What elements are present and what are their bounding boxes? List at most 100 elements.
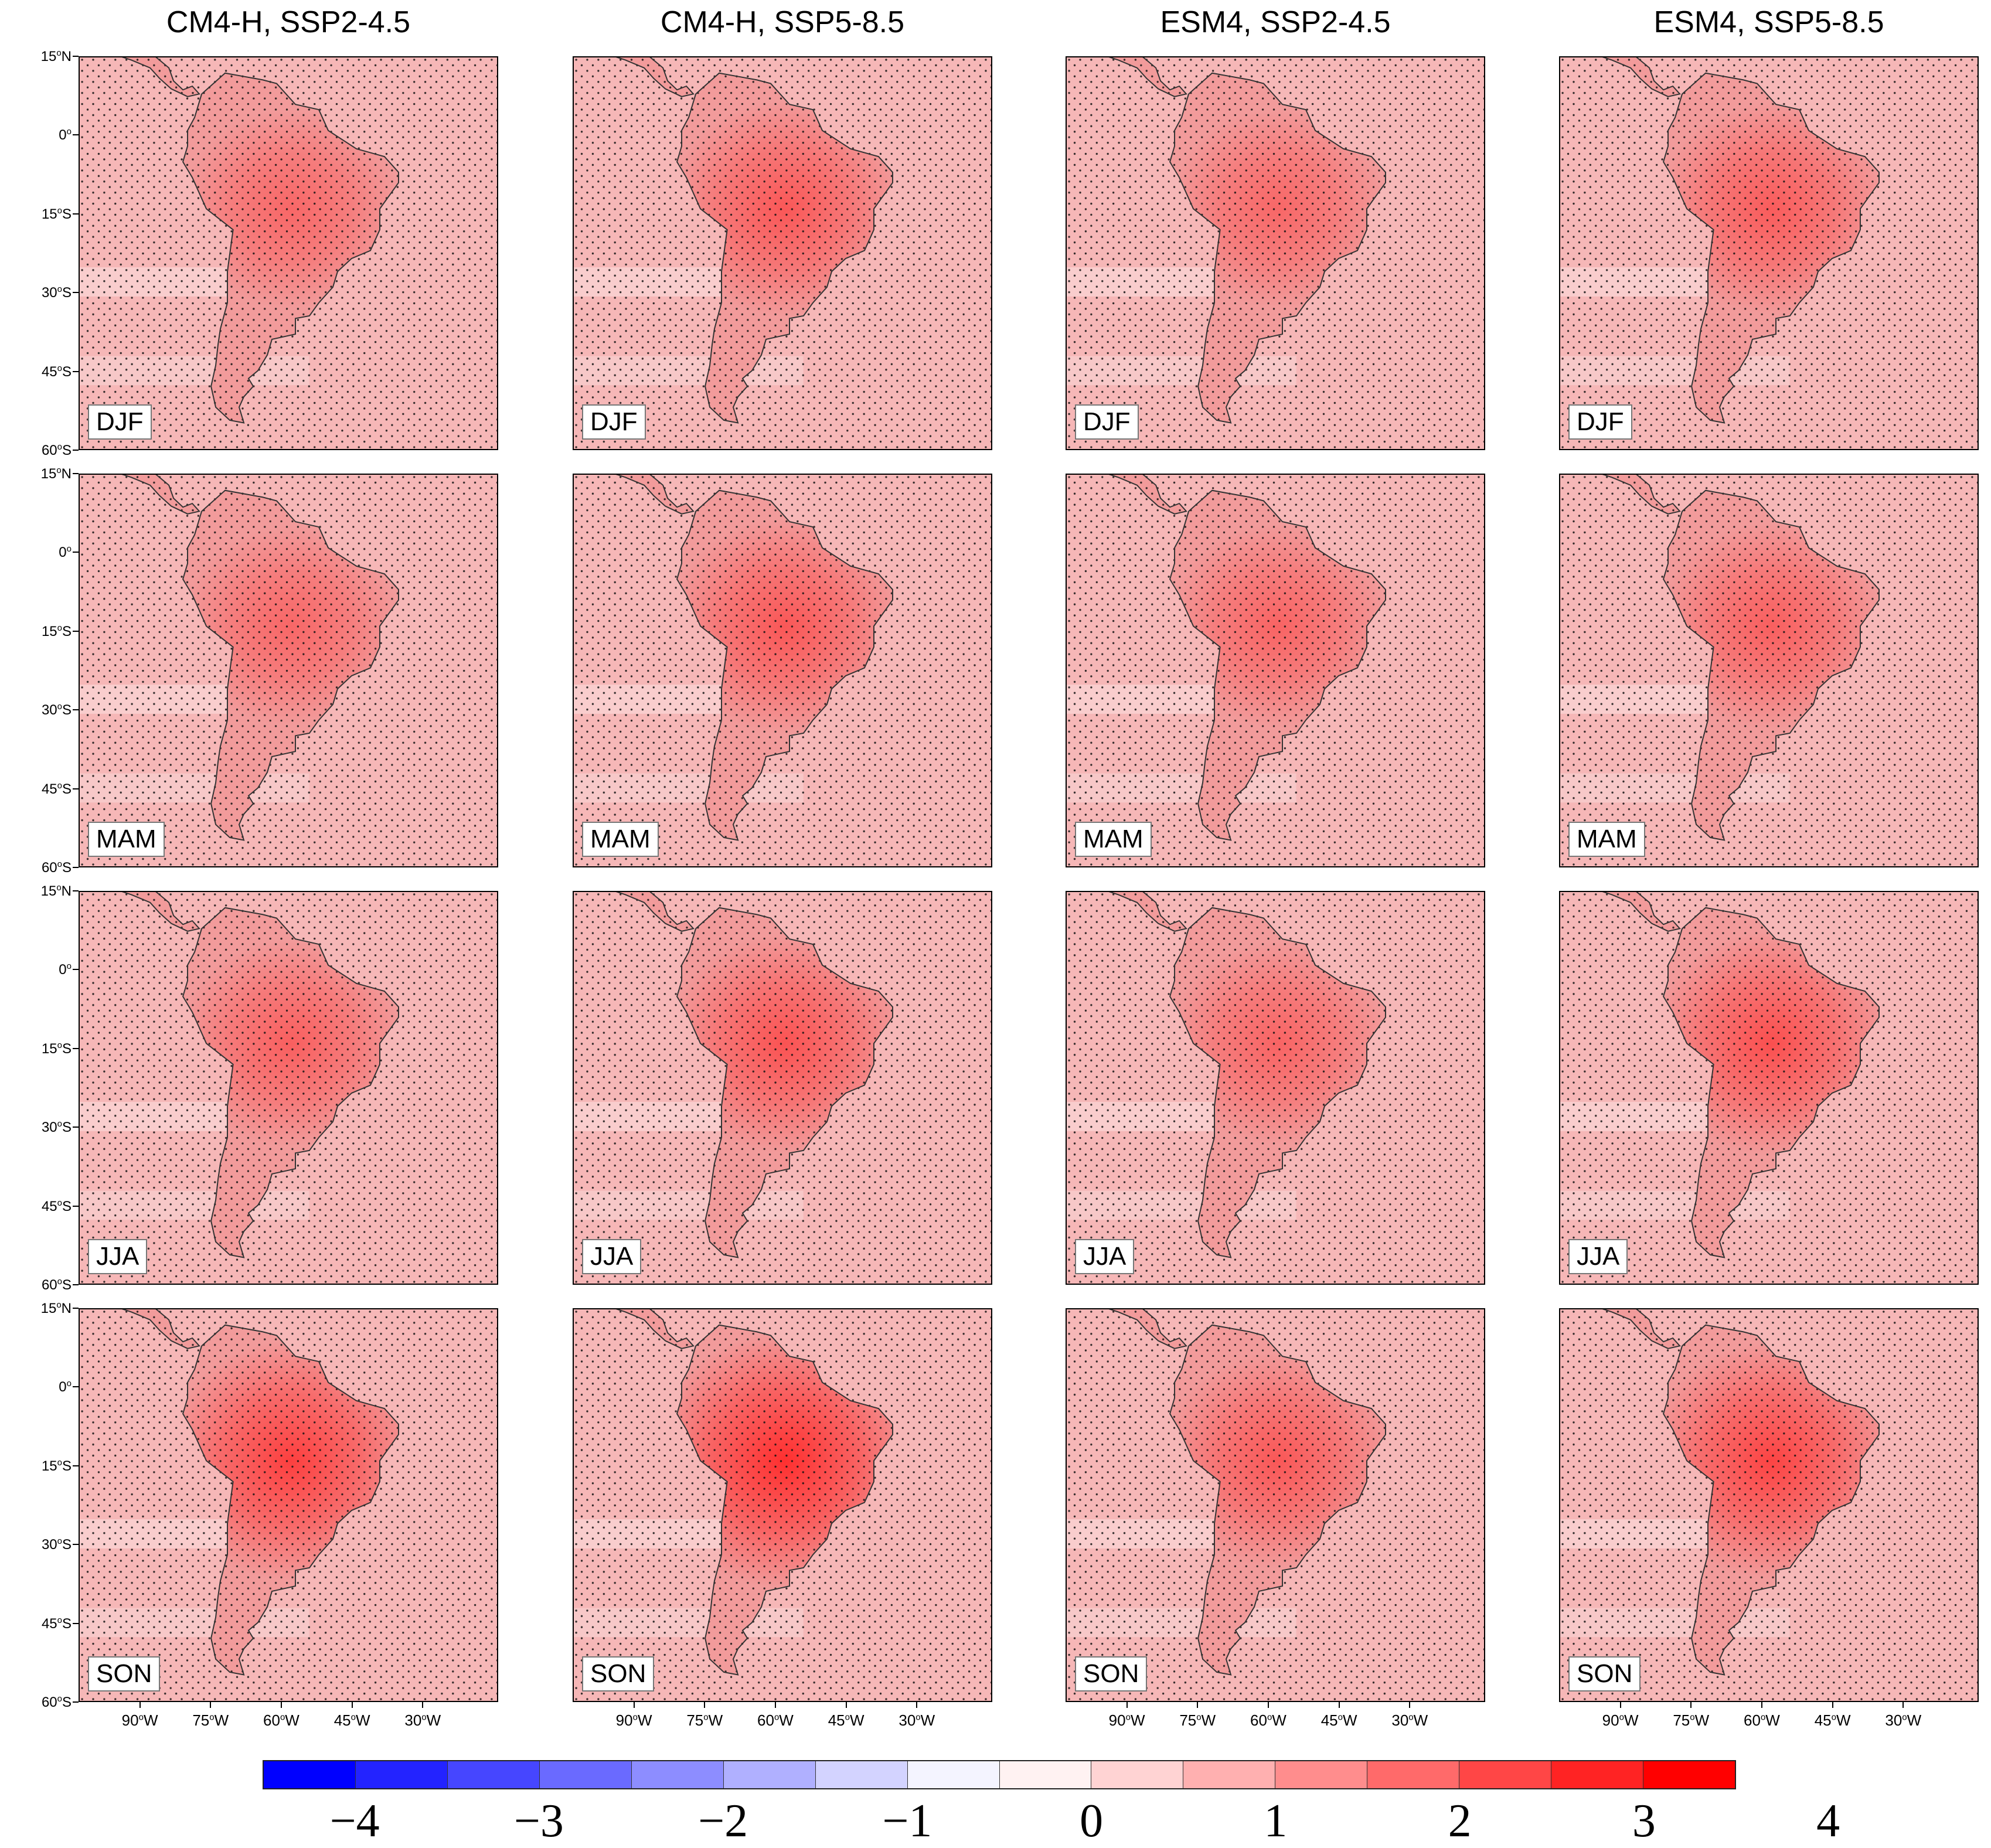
season-label: MAM bbox=[1075, 822, 1152, 857]
longitude-tickmark bbox=[704, 1702, 706, 1708]
coastline bbox=[182, 907, 399, 1258]
latitude-tickmark bbox=[73, 1308, 79, 1309]
longitude-tick-label: 30oW bbox=[898, 1711, 935, 1729]
latitude-tick-label: 0o bbox=[59, 544, 72, 561]
colorbar-tick-label: 4 bbox=[1816, 1795, 1840, 1847]
colorbar-swatch bbox=[1551, 1761, 1644, 1788]
coastline bbox=[615, 475, 695, 515]
longitude-tick-label: 60oW bbox=[1744, 1711, 1780, 1729]
season-label: JJA bbox=[1568, 1239, 1628, 1274]
latitude-tickmark bbox=[73, 134, 79, 136]
season-label: SON bbox=[1075, 1656, 1148, 1692]
longitude-tickmark bbox=[422, 1702, 424, 1708]
season-label: MAM bbox=[1568, 822, 1645, 857]
latitude-tick-label: 30oS bbox=[41, 1119, 72, 1136]
longitude-tick-label: 45oW bbox=[1320, 1711, 1357, 1729]
coastline bbox=[121, 892, 200, 932]
latitude-tickmark bbox=[73, 1544, 79, 1546]
latitude-tickmark bbox=[73, 473, 79, 474]
coastline bbox=[1602, 1309, 1681, 1349]
latitude-tickmark bbox=[73, 788, 79, 789]
longitude-tickmark bbox=[139, 1702, 141, 1708]
temperature-field bbox=[574, 475, 991, 866]
temperature-field bbox=[80, 892, 497, 1284]
coastline bbox=[1169, 489, 1386, 841]
temperature-field bbox=[574, 57, 991, 449]
latitude-tickmark bbox=[73, 969, 79, 971]
colorbar-swatch bbox=[1367, 1761, 1460, 1788]
colorbar-swatch bbox=[264, 1761, 356, 1788]
coastline bbox=[676, 1324, 893, 1676]
longitude-tick-label: 90oW bbox=[615, 1711, 652, 1729]
latitude-tick-label: 15oS bbox=[41, 1457, 72, 1474]
latitude-tick-label: 60oS bbox=[41, 1694, 72, 1710]
longitude-tick-label: 45oW bbox=[1814, 1711, 1851, 1729]
significance-stippling bbox=[574, 892, 991, 1284]
latitude-tickmark bbox=[73, 56, 79, 57]
season-label: DJF bbox=[1568, 404, 1632, 440]
temperature-field bbox=[1560, 1309, 1978, 1701]
significance-stippling bbox=[574, 57, 991, 449]
season-label: JJA bbox=[88, 1239, 148, 1274]
longitude-tick-label: 30oW bbox=[1391, 1711, 1428, 1729]
map-panel: JJA bbox=[1559, 891, 1979, 1285]
longitude-tick-label: 60oW bbox=[757, 1711, 794, 1729]
latitude-tick-label: 30oS bbox=[41, 284, 72, 301]
longitude-tickmark bbox=[1338, 1702, 1340, 1708]
coastline bbox=[1663, 72, 1880, 424]
map-panel: SON bbox=[1559, 1308, 1979, 1702]
latitude-tickmark bbox=[73, 292, 79, 294]
colorbar-swatch bbox=[355, 1761, 448, 1788]
coastline bbox=[121, 475, 200, 515]
temperature-field bbox=[574, 1309, 991, 1701]
coastline bbox=[121, 57, 200, 97]
longitude-tickmark bbox=[845, 1702, 847, 1708]
longitude-tick-label: 90oW bbox=[121, 1711, 158, 1729]
latitude-tick-label: 15oN bbox=[40, 883, 72, 899]
season-label: JJA bbox=[1075, 1239, 1135, 1274]
latitude-tickmark bbox=[73, 370, 79, 372]
latitude-tickmark bbox=[73, 1701, 79, 1703]
latitude-tickmark bbox=[73, 890, 79, 891]
coastline bbox=[1169, 72, 1386, 424]
temperature-field bbox=[80, 1309, 497, 1701]
latitude-tick-label: 30oS bbox=[41, 1536, 72, 1553]
colorbar-tick-label: 2 bbox=[1448, 1795, 1472, 1847]
colorbar-swatch bbox=[631, 1761, 724, 1788]
colorbar-tick-label: 1 bbox=[1264, 1795, 1288, 1847]
coastline bbox=[676, 907, 893, 1258]
latitude-tickmark bbox=[73, 1127, 79, 1128]
latitude-tick-label: 0o bbox=[59, 1379, 72, 1396]
coastline bbox=[615, 892, 695, 932]
colorbar-swatch bbox=[723, 1761, 816, 1788]
longitude-tickmark bbox=[1832, 1702, 1833, 1708]
longitude-tickmark bbox=[1409, 1702, 1411, 1708]
longitude-tickmark bbox=[210, 1702, 212, 1708]
latitude-tickmark bbox=[73, 1465, 79, 1466]
significance-stippling bbox=[80, 1309, 497, 1701]
latitude-tick-label: 0o bbox=[59, 961, 72, 978]
latitude-tick-label: 60oS bbox=[41, 442, 72, 458]
significance-stippling bbox=[80, 57, 497, 449]
coastline bbox=[1108, 1309, 1187, 1349]
season-label: SON bbox=[582, 1656, 655, 1692]
coastline bbox=[1663, 1324, 1880, 1676]
longitude-tick-label: 90oW bbox=[1108, 1711, 1145, 1729]
longitude-tickmark bbox=[633, 1702, 635, 1708]
map-panel: MAM bbox=[573, 474, 992, 867]
longitude-tickmark bbox=[1126, 1702, 1128, 1708]
temperature-field bbox=[80, 475, 497, 866]
colorbar-swatch bbox=[539, 1761, 632, 1788]
latitude-tick-label: 45oS bbox=[41, 1197, 72, 1214]
temperature-field bbox=[1560, 57, 1978, 449]
longitude-tickmark bbox=[916, 1702, 918, 1708]
significance-stippling bbox=[1560, 57, 1978, 449]
map-panel: JJA bbox=[1066, 891, 1485, 1285]
latitude-tickmark bbox=[73, 1386, 79, 1388]
map-panel: SON bbox=[79, 1308, 498, 1702]
latitude-tick-label: 15oN bbox=[40, 465, 72, 482]
season-label: DJF bbox=[1075, 404, 1139, 440]
column-title: CM4-H, SSP5-8.5 bbox=[660, 5, 905, 39]
longitude-tick-label: 75oW bbox=[686, 1711, 723, 1729]
